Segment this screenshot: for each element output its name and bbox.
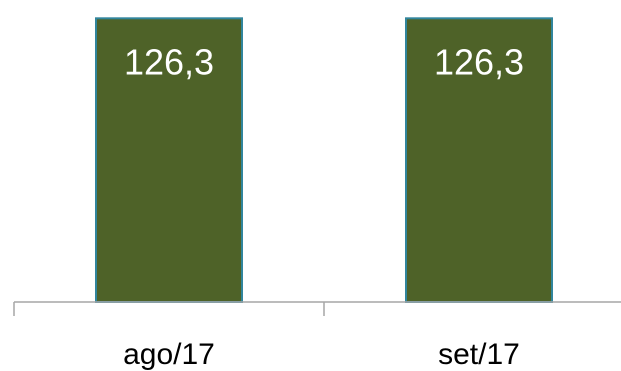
x-tick-label-1: ago/17	[123, 338, 215, 371]
x-tick-label-2: set/17	[438, 338, 520, 371]
bar-1	[95, 17, 243, 304]
bar-2	[405, 17, 553, 304]
data-label-2: 126,3	[434, 41, 524, 82]
bars-group	[95, 17, 553, 304]
x-axis	[13, 301, 621, 316]
labels-group: 126,3 ago/17 126,3 set/17	[123, 41, 524, 371]
data-label-1: 126,3	[124, 41, 214, 82]
